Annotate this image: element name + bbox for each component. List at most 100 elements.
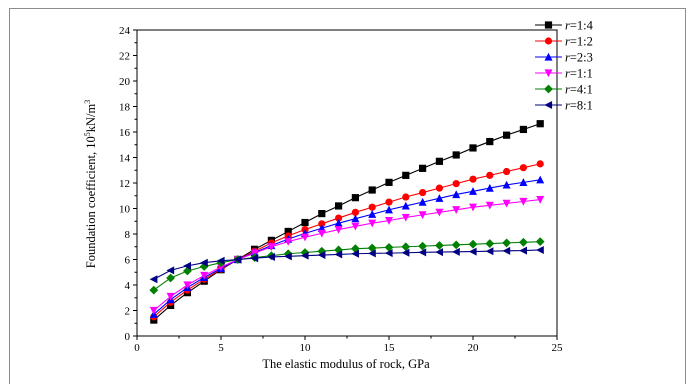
data-point bbox=[536, 195, 545, 204]
data-point bbox=[419, 188, 427, 197]
plot-area bbox=[136, 29, 558, 337]
y-axis-title-sup-1: 5 bbox=[83, 132, 92, 136]
data-point bbox=[284, 252, 292, 261]
data-point bbox=[502, 199, 511, 208]
legend-item-1: r=1:4 bbox=[535, 19, 594, 33]
data-point bbox=[385, 217, 393, 225]
data-point bbox=[401, 242, 411, 252]
data-point bbox=[267, 243, 276, 251]
legend-item-5: r=4:1 bbox=[535, 83, 593, 97]
legend-label-ratio: =1:2 bbox=[570, 35, 593, 49]
data-point bbox=[435, 184, 443, 192]
data-point bbox=[469, 175, 477, 183]
data-point bbox=[368, 186, 376, 194]
data-point bbox=[469, 203, 477, 212]
series-4 bbox=[149, 195, 545, 315]
data-point bbox=[335, 202, 343, 210]
x-tick-label: 5 bbox=[218, 342, 224, 354]
data-point bbox=[351, 222, 360, 231]
series-line bbox=[153, 163, 541, 318]
y-tick-label: 6 bbox=[125, 255, 131, 267]
data-point bbox=[503, 167, 511, 176]
legend-label-var: r bbox=[565, 67, 570, 81]
y-tick-label: 22 bbox=[119, 51, 130, 63]
series-5 bbox=[149, 237, 545, 295]
legend-marker bbox=[544, 52, 553, 61]
data-point bbox=[486, 171, 494, 179]
data-point bbox=[166, 273, 175, 283]
legend-label: r=1:2 bbox=[565, 35, 593, 49]
legend-label-var: r bbox=[565, 99, 570, 113]
x-tick-label: 20 bbox=[468, 342, 480, 354]
data-point bbox=[216, 256, 225, 265]
data-point bbox=[435, 157, 443, 165]
data-point bbox=[351, 214, 360, 223]
data-point bbox=[452, 206, 461, 214]
legend-item-6: r=8:1 bbox=[535, 99, 593, 113]
data-point bbox=[183, 261, 191, 270]
legend-marker bbox=[544, 84, 553, 94]
data-point bbox=[149, 285, 159, 295]
data-point bbox=[368, 219, 377, 228]
data-point bbox=[385, 178, 393, 186]
data-point bbox=[519, 237, 528, 247]
data-point bbox=[267, 252, 275, 261]
data-point bbox=[519, 125, 527, 134]
legend-item-3: r=2:3 bbox=[535, 51, 593, 65]
legend-label-var: r bbox=[565, 83, 570, 97]
legend: r=1:4r=1:2r=2:3r=1:1r=4:1r=8:1 bbox=[535, 19, 594, 113]
series-line bbox=[153, 241, 541, 291]
data-point bbox=[435, 241, 444, 250]
data-point bbox=[385, 205, 393, 214]
y-tick-label: 12 bbox=[119, 178, 130, 190]
data-point bbox=[368, 203, 376, 211]
data-point bbox=[317, 251, 326, 260]
data-point bbox=[485, 201, 494, 210]
legend-label-var: r bbox=[565, 19, 570, 33]
data-point bbox=[402, 171, 410, 179]
legend-marker bbox=[544, 101, 553, 109]
series-3 bbox=[149, 175, 545, 318]
figure-frame bbox=[9, 8, 686, 384]
data-point bbox=[418, 241, 427, 251]
legend-label-ratio: =1:4 bbox=[570, 19, 594, 33]
data-point bbox=[351, 249, 359, 258]
data-point bbox=[519, 178, 528, 186]
data-point bbox=[503, 131, 511, 139]
legend-label: r=2:3 bbox=[565, 51, 593, 65]
data-point bbox=[485, 239, 495, 248]
series-line bbox=[153, 199, 541, 311]
data-point bbox=[200, 271, 209, 280]
data-point bbox=[335, 214, 343, 222]
y-tick-label: 20 bbox=[119, 76, 131, 88]
data-point bbox=[149, 306, 158, 315]
data-point bbox=[384, 242, 394, 252]
y-tick-label: 8 bbox=[125, 229, 131, 241]
data-point bbox=[536, 120, 544, 128]
data-point bbox=[536, 175, 545, 184]
y-axis-title-mid: kN/m bbox=[84, 103, 98, 132]
series-group bbox=[149, 120, 545, 324]
data-point bbox=[199, 262, 209, 271]
data-point bbox=[166, 266, 175, 275]
data-point bbox=[519, 197, 528, 206]
data-point bbox=[401, 248, 410, 257]
data-point bbox=[217, 263, 225, 272]
data-point bbox=[401, 201, 410, 210]
series-6 bbox=[149, 245, 544, 284]
legend-item-2: r=1:2 bbox=[535, 35, 593, 49]
y-tick-label: 16 bbox=[119, 127, 131, 139]
y-tick-label: 0 bbox=[125, 331, 131, 343]
data-point bbox=[233, 255, 242, 264]
data-point bbox=[300, 248, 310, 257]
x-axis-title: The elastic modulus of rock, GPa bbox=[262, 357, 430, 371]
data-point bbox=[536, 245, 544, 254]
data-point bbox=[451, 240, 461, 250]
y-tick-label: 14 bbox=[119, 153, 131, 165]
data-point bbox=[385, 198, 393, 206]
data-point bbox=[368, 210, 377, 218]
legend-label: r=1:4 bbox=[565, 19, 594, 33]
data-point bbox=[452, 180, 460, 188]
data-point bbox=[519, 246, 527, 255]
legend-label-var: r bbox=[565, 35, 570, 49]
